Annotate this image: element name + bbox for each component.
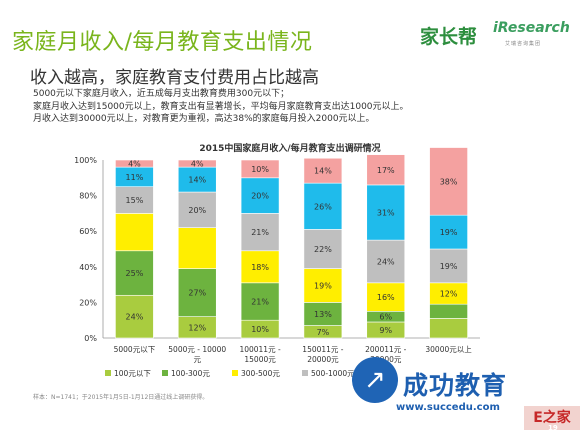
y-tick-label: 60% [79, 227, 97, 236]
page-subtitle: 收入越高，家庭教育支付费用占比越高 [30, 68, 319, 88]
data-label: 7% [317, 328, 330, 337]
data-label: 9% [379, 326, 392, 335]
data-label: 19% [440, 262, 458, 271]
data-label: 10% [251, 165, 269, 174]
source-note: 样本：N=1741；于2015年1月5日-1月12日通过线上调研获得。 [33, 394, 209, 401]
bar-segment [177, 227, 217, 269]
data-label: 14% [314, 167, 332, 176]
data-label: 10% [251, 325, 269, 334]
bar-segment [429, 248, 468, 284]
bar-segment [115, 213, 154, 252]
data-label: 4% [191, 160, 204, 169]
bar-segment [115, 250, 154, 296]
data-label: 25% [126, 269, 144, 278]
bar-segment [177, 159, 217, 168]
data-label: 17% [377, 166, 395, 175]
data-label: 19% [440, 228, 458, 237]
description-line: 5000元以下家庭月收入，近五成每月支出教育费用300元以下； [33, 89, 290, 99]
x-tick-label: 5000元以下 [114, 345, 156, 354]
legend-label: 100-300元 [171, 369, 210, 378]
bar-segment [240, 250, 280, 284]
bar-segment [240, 213, 280, 252]
description-line: 家庭月收入达到15000元以上，教育支出有显著增长，平均每月家庭教育支出达100… [33, 101, 409, 112]
legend-label: 500-1000元 [311, 369, 355, 378]
data-label: 21% [251, 298, 269, 307]
bar-segment [303, 182, 343, 230]
y-tick-label: 80% [79, 192, 97, 201]
bar-segment [177, 166, 217, 193]
data-label: 26% [314, 202, 332, 211]
brand-logo-iresearch-sub: 艾瑞咨询集团 [505, 41, 542, 47]
legend-swatch [232, 370, 238, 376]
data-label: 21% [251, 228, 269, 237]
data-label: 13% [314, 310, 332, 319]
description-line: 月收入达到30000元以上，对教育更为重视，高达38%的家庭每月投入2000元以… [33, 114, 375, 124]
description-block: 5000元以下家庭月收入，近五成每月支出教育费用300元以下； 家庭月收入达到1… [33, 88, 409, 126]
data-label: 18% [251, 263, 269, 272]
bar-segment [366, 239, 406, 284]
data-label: 19% [314, 281, 332, 290]
bar-segment [429, 318, 468, 339]
bar-segment [115, 186, 154, 214]
x-tick-label: 150011元 - [302, 345, 344, 354]
y-tick-label: 40% [79, 263, 97, 272]
legend-swatch [162, 370, 168, 376]
bar-segment [240, 159, 280, 179]
legend-swatch [302, 370, 308, 376]
bar-segment [240, 282, 280, 321]
bar-segment [303, 157, 343, 184]
data-label: 24% [377, 257, 395, 266]
x-tick-label: 100011元 - [239, 345, 281, 354]
data-label: 22% [314, 245, 332, 254]
page-number: 19 [548, 424, 558, 432]
data-label: 20% [251, 192, 269, 201]
brand-logo-jiazhangbang: 家长帮 [420, 26, 478, 48]
watermark-corner-badge: E之家 [524, 406, 580, 430]
data-label: 12% [188, 323, 206, 332]
data-label: 16% [377, 293, 395, 302]
y-tick-label: 20% [79, 298, 97, 307]
data-label: 14% [188, 176, 206, 185]
legend-label: 300-500元 [241, 369, 280, 378]
x-tick-label: 200011元 - [365, 345, 407, 354]
x-tick-label: 元 [194, 355, 202, 364]
bar-segment [429, 147, 468, 216]
data-label: 4% [128, 160, 141, 169]
bar-segment [240, 177, 280, 214]
legend-label: 100元以下 [114, 369, 151, 378]
x-tick-label: 20000元 [307, 355, 339, 364]
data-label: 27% [188, 289, 206, 298]
watermark-text: 成功教育 [403, 371, 508, 400]
brand-logo-iresearch: iResearch [493, 20, 570, 36]
x-tick-label: 30000元以上 [425, 345, 472, 354]
x-tick-label: 15000元 [244, 355, 276, 364]
legend-swatch [105, 370, 111, 376]
chart-title: 2015中国家庭月收入/每月教育支出调研情况 [199, 144, 381, 154]
data-label: 31% [377, 209, 395, 218]
data-label: 12% [440, 290, 458, 299]
data-label: 24% [126, 313, 144, 322]
bar-segment [303, 268, 343, 303]
y-tick-label: 100% [74, 156, 97, 165]
data-label: 11% [126, 173, 144, 182]
data-label: 6% [379, 313, 392, 322]
x-tick-label: 5000元 - 10000 [168, 345, 226, 354]
watermark-url: www.succedu.com [396, 402, 500, 413]
bar-segment [177, 191, 217, 228]
data-label: 38% [440, 177, 458, 186]
data-label: 15% [126, 196, 144, 205]
y-tick-label: 0% [84, 334, 97, 343]
watermark-logo-icon: ↗ [352, 357, 398, 403]
data-label: 20% [188, 206, 206, 215]
bar-segment [366, 154, 406, 186]
page-title: 家庭月收入/每月教育支出情况 [12, 30, 313, 55]
bar-segment [429, 303, 468, 319]
bar-segment [115, 159, 154, 168]
